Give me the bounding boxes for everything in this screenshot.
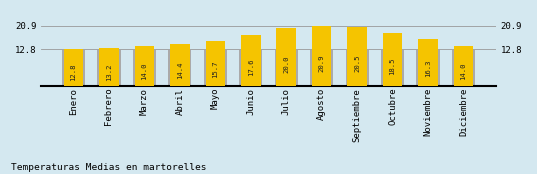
- Bar: [240, 50, 262, 86]
- Bar: [417, 50, 440, 86]
- Text: Temperaturas Medias en martorelles: Temperaturas Medias en martorelles: [11, 163, 206, 172]
- Bar: [241, 35, 260, 86]
- Text: 20.0: 20.0: [283, 56, 289, 73]
- Bar: [169, 50, 191, 86]
- Bar: [452, 50, 475, 86]
- Text: 14.0: 14.0: [460, 62, 467, 80]
- Bar: [204, 50, 227, 86]
- Text: 20.9: 20.9: [318, 54, 325, 72]
- Bar: [133, 50, 156, 86]
- Bar: [418, 39, 438, 86]
- Bar: [312, 26, 331, 86]
- Text: 14.4: 14.4: [177, 62, 183, 79]
- Bar: [346, 50, 368, 86]
- Bar: [347, 27, 367, 86]
- Bar: [310, 50, 333, 86]
- Bar: [99, 48, 119, 86]
- Text: 13.2: 13.2: [106, 63, 112, 81]
- Bar: [97, 50, 120, 86]
- Bar: [135, 46, 154, 86]
- Text: 15.7: 15.7: [212, 60, 219, 78]
- Bar: [381, 50, 404, 86]
- Bar: [277, 28, 296, 86]
- Bar: [454, 46, 473, 86]
- Bar: [62, 50, 85, 86]
- Text: 16.3: 16.3: [425, 60, 431, 77]
- Bar: [170, 45, 190, 86]
- Text: 17.6: 17.6: [248, 58, 254, 76]
- Text: 14.0: 14.0: [141, 62, 148, 80]
- Text: 20.5: 20.5: [354, 55, 360, 73]
- Text: 12.8: 12.8: [70, 64, 77, 81]
- Bar: [275, 50, 297, 86]
- Bar: [383, 33, 402, 86]
- Bar: [206, 41, 225, 86]
- Text: 18.5: 18.5: [389, 57, 396, 75]
- Bar: [64, 49, 83, 86]
